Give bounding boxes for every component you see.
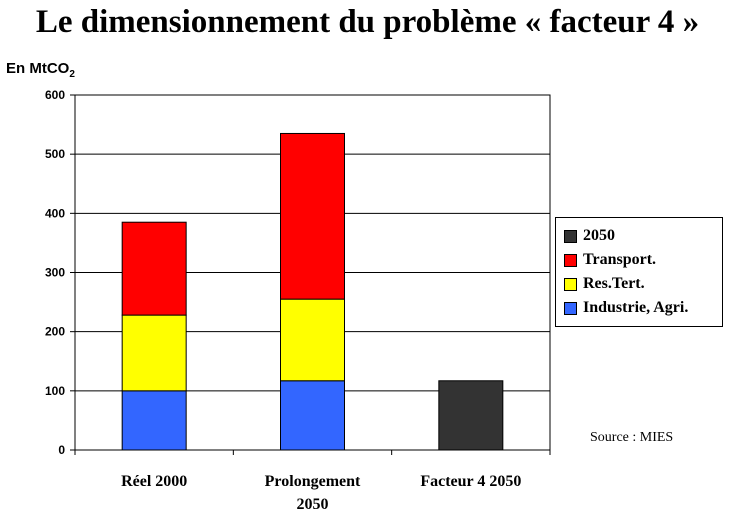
y-tick-label: 0 xyxy=(58,443,65,457)
unit-subscript: 2 xyxy=(69,69,75,80)
x-category-label: 2050 xyxy=(297,496,329,513)
legend-item-transport: Transport. xyxy=(564,248,722,272)
legend: 2050 Transport. Res.Tert. Industrie, Agr… xyxy=(555,217,723,327)
bars xyxy=(121,132,504,451)
y-tick-label: 500 xyxy=(45,147,65,161)
chart-title: Le dimensionnement du problème « facteur… xyxy=(35,4,700,40)
x-category-label: Prolongement xyxy=(265,473,361,490)
bar-segment xyxy=(280,298,345,382)
legend-item-res-tert: Res.Tert. xyxy=(564,272,722,296)
bar-segment xyxy=(280,132,345,300)
x-category-label: Réel 2000 xyxy=(121,473,187,490)
legend-label-industrie: Industrie, Agri. xyxy=(583,299,689,316)
axes xyxy=(70,94,551,455)
legend-swatch-2050 xyxy=(564,229,577,243)
x-category-label: Facteur 4 2050 xyxy=(420,473,521,490)
legend-swatch-transport xyxy=(564,253,577,267)
bar-segment xyxy=(121,314,187,392)
y-tick-label: 300 xyxy=(45,266,65,280)
y-tick-label: 600 xyxy=(45,88,65,102)
legend-label-res-tert: Res.Tert. xyxy=(583,275,645,292)
unit-label: En MtCO2 xyxy=(6,60,75,80)
source-note: Source : MIES xyxy=(590,430,674,445)
legend-label-transport: Transport. xyxy=(583,251,657,268)
bar-segment xyxy=(438,380,504,451)
legend-item-2050: 2050 xyxy=(564,224,722,248)
bar-segment xyxy=(121,221,187,316)
legend-label-2050: 2050 xyxy=(583,227,615,244)
y-tick-labels: 0 100 200 300 400 500 600 xyxy=(45,88,65,457)
bar-segment xyxy=(121,390,187,451)
legend-swatch-industrie xyxy=(564,301,577,315)
x-category-labels: Réel 2000 Prolongement 2050 Facteur 4 2050 xyxy=(121,473,521,513)
legend-swatch-res-tert xyxy=(564,277,577,291)
legend-item-industrie: Industrie, Agri. xyxy=(564,296,722,320)
y-tick-label: 200 xyxy=(45,325,65,339)
bar-segment xyxy=(280,380,345,451)
y-tick-label: 100 xyxy=(45,384,65,398)
y-tick-label: 400 xyxy=(45,206,65,220)
unit-text: En MtCO xyxy=(6,60,70,77)
